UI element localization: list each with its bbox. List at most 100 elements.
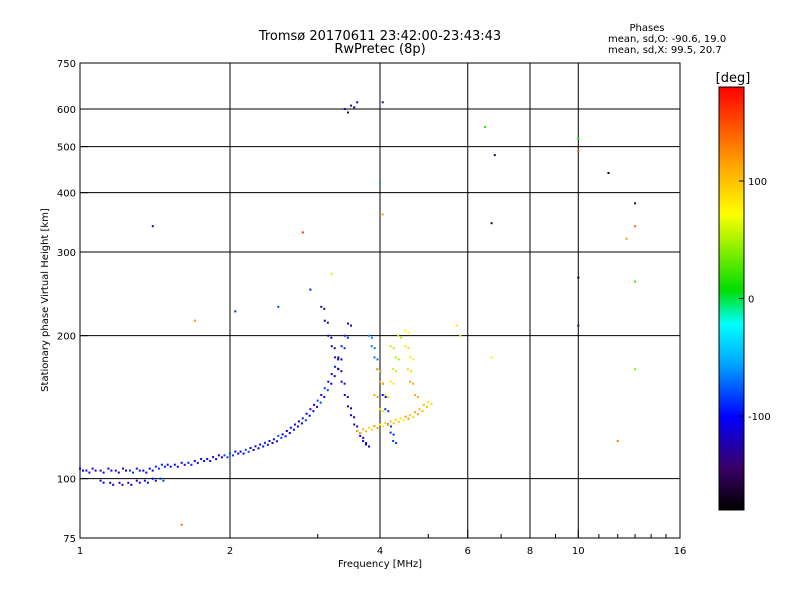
data-point (157, 467, 160, 470)
data-point (343, 382, 346, 385)
data-point (376, 427, 379, 430)
data-point (356, 430, 359, 432)
data-point (266, 443, 269, 446)
data-point (425, 405, 428, 408)
data-point (381, 213, 384, 216)
data-point (154, 465, 157, 468)
data-point (173, 463, 176, 466)
data-point (301, 231, 304, 234)
data-point (320, 305, 323, 308)
data-point (382, 410, 384, 413)
data-point (616, 440, 619, 442)
data-point (490, 222, 493, 225)
data-point (337, 358, 340, 361)
data-point (239, 450, 242, 453)
data-point (625, 237, 628, 240)
data-point (337, 356, 340, 359)
data-point (376, 358, 379, 361)
data-point (176, 465, 179, 468)
data-point (390, 425, 392, 428)
data-point (418, 408, 421, 411)
data-point (430, 403, 433, 405)
y-tick-label: 300 (57, 248, 76, 259)
data-point (395, 442, 398, 444)
data-point (200, 458, 203, 460)
data-point (392, 433, 395, 436)
data-point (180, 461, 183, 464)
data-point (397, 420, 400, 423)
data-point (309, 288, 312, 291)
y-tick-label: 75 (63, 534, 76, 545)
data-point (427, 401, 430, 403)
data-point (365, 430, 368, 433)
data-point (91, 467, 94, 470)
data-point (373, 394, 376, 396)
data-point (151, 477, 154, 480)
data-point (409, 414, 412, 417)
data-point (353, 423, 356, 426)
data-point (379, 423, 381, 426)
data-point (326, 389, 329, 392)
data-point (421, 410, 424, 413)
data-point (129, 469, 131, 472)
data-point (389, 420, 392, 423)
data-point (334, 356, 337, 359)
data-point (404, 415, 407, 418)
data-point (132, 471, 134, 474)
data-point (330, 382, 333, 385)
data-point (99, 479, 102, 482)
data-point (413, 411, 416, 414)
data-point (394, 418, 397, 421)
data-point (490, 356, 493, 359)
x-tick-label: 10 (572, 546, 585, 557)
data-point (118, 481, 121, 484)
data-point (459, 334, 462, 337)
data-point (382, 382, 384, 385)
data-point (94, 469, 97, 472)
data-point (297, 420, 300, 423)
data-point (353, 416, 356, 419)
data-point (121, 483, 124, 486)
data-point (484, 126, 487, 128)
data-point (402, 419, 405, 422)
data-point (379, 181, 381, 184)
data-point (151, 225, 154, 228)
data-point (356, 425, 359, 428)
data-point (404, 345, 407, 348)
data-point (350, 104, 353, 107)
y-tick-label: 100 (57, 475, 76, 486)
colorbar-tick-label: -100 (748, 412, 771, 423)
y-tick-label: 600 (57, 105, 76, 116)
data-point (379, 380, 381, 383)
data-point (392, 422, 395, 425)
data-point (333, 375, 336, 378)
data-point (409, 356, 412, 359)
data-point (117, 471, 120, 474)
x-tick-label: 2 (227, 546, 233, 557)
y-tick-label: 400 (57, 189, 76, 200)
data-point (223, 454, 226, 457)
data-point (262, 445, 265, 448)
data-point (337, 368, 340, 371)
data-point (162, 479, 165, 482)
data-point (343, 394, 346, 396)
chart-title: Tromsø 20170611 23:42:00-23:43:43 (258, 29, 501, 44)
data-point (323, 307, 326, 310)
data-point (343, 334, 346, 337)
data-point (102, 481, 105, 484)
data-point (412, 416, 415, 419)
data-point (252, 449, 255, 451)
data-point (379, 408, 381, 411)
data-point (88, 471, 91, 474)
data-point (305, 412, 308, 415)
data-point (85, 469, 88, 472)
data-point (320, 394, 323, 396)
data-point (220, 456, 223, 459)
data-point (268, 440, 271, 442)
data-point (577, 324, 580, 327)
data-point (237, 452, 240, 455)
data-point (277, 434, 280, 437)
data-point (263, 441, 266, 444)
data-point (343, 347, 346, 350)
